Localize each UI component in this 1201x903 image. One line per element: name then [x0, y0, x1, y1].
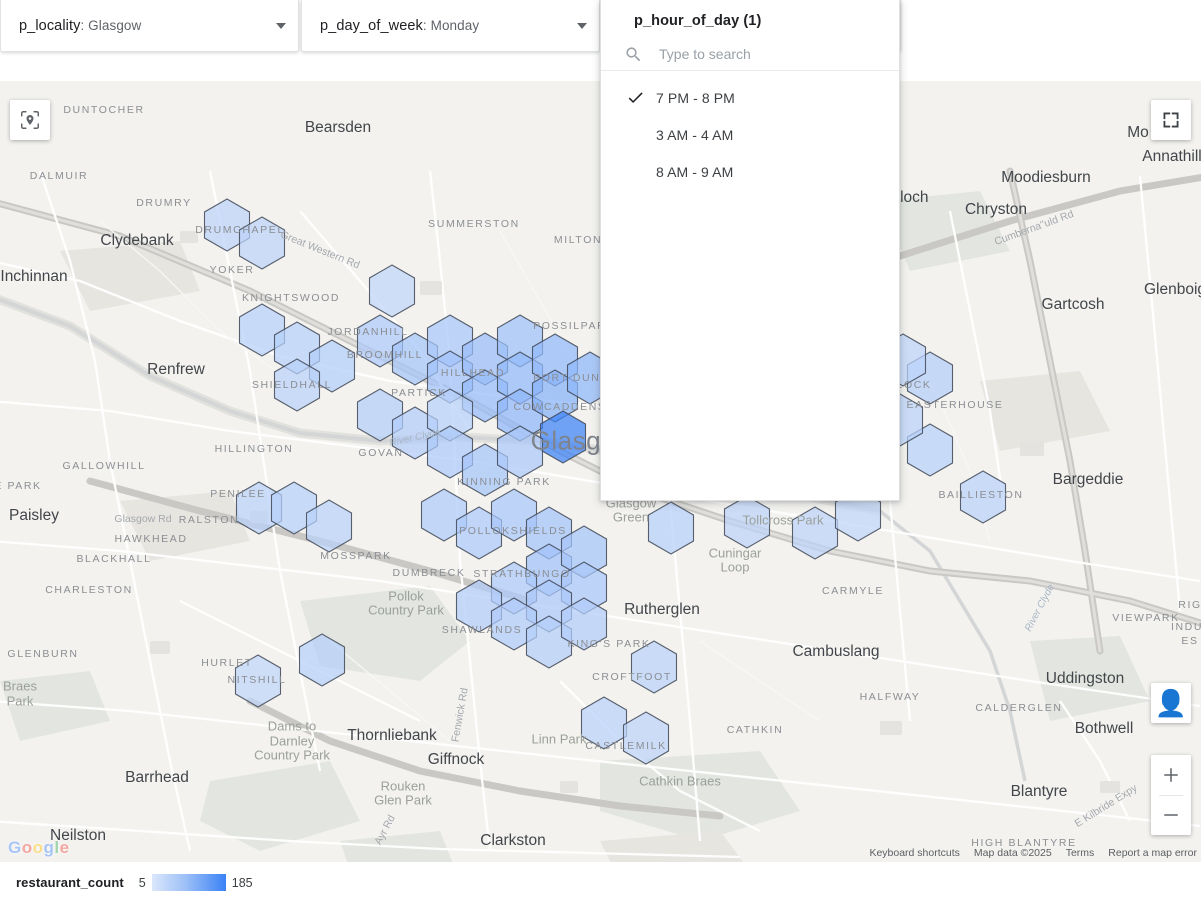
legend: restaurant_count 5 185	[0, 862, 1201, 903]
p-hour-of-day-dropdown-panel[interactable]: p_hour_of_day (1) 7 PM - 8 PM 3 AM - 4 AM…	[600, 0, 900, 501]
dropdown-option[interactable]: 8 AM - 9 AM	[601, 153, 899, 190]
dropdown-option-label: 3 AM - 4 AM	[656, 126, 734, 143]
zoom-divider	[1159, 795, 1183, 796]
legend-max-value: 185	[231, 875, 253, 890]
google-watermark: Google	[8, 838, 70, 857]
filter-p-locality-value: : Glasgow	[80, 17, 142, 33]
filter-p-day-of-week-value: : Monday	[422, 17, 480, 33]
legend-color-ramp	[151, 874, 226, 891]
check-placeholder	[624, 124, 646, 146]
chevron-down-icon	[276, 22, 286, 29]
legend-min-value: 5	[138, 875, 146, 890]
zoom-controls[interactable]	[1151, 755, 1191, 835]
keyboard-shortcuts-link[interactable]: Keyboard shortcuts	[869, 847, 960, 859]
fullscreen-icon	[1163, 112, 1179, 128]
pegman-icon: 👤	[1154, 688, 1188, 718]
map-data-text: Map data ©2025	[973, 847, 1052, 859]
dropdown-option[interactable]: 3 AM - 4 AM	[601, 116, 899, 153]
fullscreen-button[interactable]	[1151, 100, 1191, 140]
dropdown-option[interactable]: 7 PM - 8 PM	[601, 79, 899, 116]
filter-p-locality-label: p_locality: Glasgow	[19, 18, 268, 34]
legend-title: restaurant_count	[16, 875, 124, 890]
filter-p-day-of-week-key: p_day_of_week	[320, 17, 423, 34]
map-attribution: Keyboard shortcuts Map data ©2025 Terms …	[861, 845, 1201, 862]
dropdown-search-row[interactable]	[601, 38, 899, 71]
filter-p-day-of-week-label: p_day_of_week: Monday	[320, 18, 569, 34]
plus-icon	[1164, 768, 1178, 782]
dropdown-options-list: 7 PM - 8 PM 3 AM - 4 AM 8 AM - 9 AM	[601, 71, 899, 190]
check-placeholder	[624, 161, 646, 183]
zoom-in-button[interactable]	[1151, 755, 1191, 795]
search-icon	[626, 46, 641, 61]
minus-icon	[1164, 814, 1178, 816]
report-map-error-link[interactable]: Report a map error	[1108, 847, 1197, 859]
street-view-pegman-button[interactable]: 👤	[1151, 683, 1191, 723]
dropdown-option-label: 7 PM - 8 PM	[656, 89, 735, 106]
locate-icon	[21, 111, 39, 129]
dropdown-search-input[interactable]	[659, 46, 899, 62]
chevron-down-icon	[577, 22, 587, 29]
dropdown-option-label: 8 AM - 9 AM	[656, 163, 734, 180]
terms-link[interactable]: Terms	[1065, 847, 1095, 859]
zoom-out-button[interactable]	[1151, 795, 1191, 835]
filter-p-day-of-week[interactable]: p_day_of_week: Monday	[301, 0, 600, 52]
filter-p-locality[interactable]: p_locality: Glasgow	[0, 0, 299, 52]
locate-button[interactable]	[10, 100, 50, 140]
dropdown-title: p_hour_of_day (1)	[634, 13, 762, 29]
check-icon	[624, 87, 646, 109]
filter-p-locality-key: p_locality	[19, 17, 81, 34]
